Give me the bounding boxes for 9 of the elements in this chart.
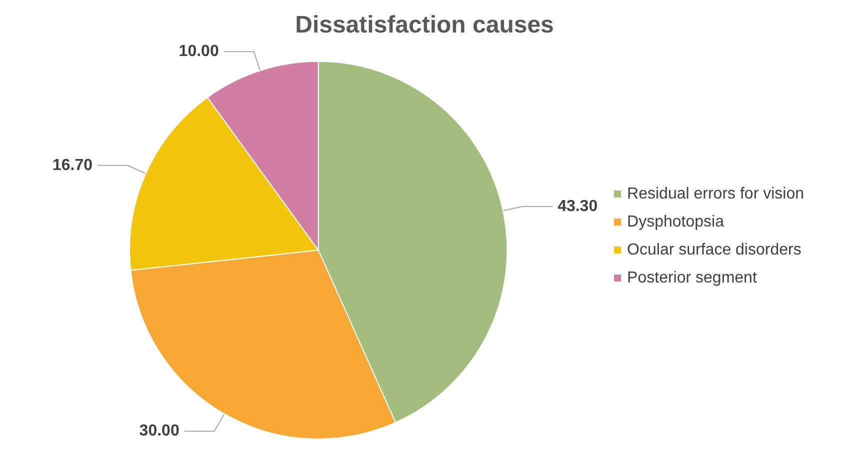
chart-title: Dissatisfaction causes [295, 12, 554, 38]
data-label: 10.00 [178, 43, 219, 60]
data-label: 30.00 [139, 422, 180, 440]
data-label: 43.30 [558, 198, 598, 216]
legend-label: Residual errors for vision [627, 186, 804, 202]
legend-label: Posterior segment [627, 270, 758, 286]
legend-label: Dysphotopsia [627, 214, 724, 230]
legend-label: Ocular surface disorders [627, 242, 802, 258]
data-label: 16.70 [52, 156, 93, 174]
